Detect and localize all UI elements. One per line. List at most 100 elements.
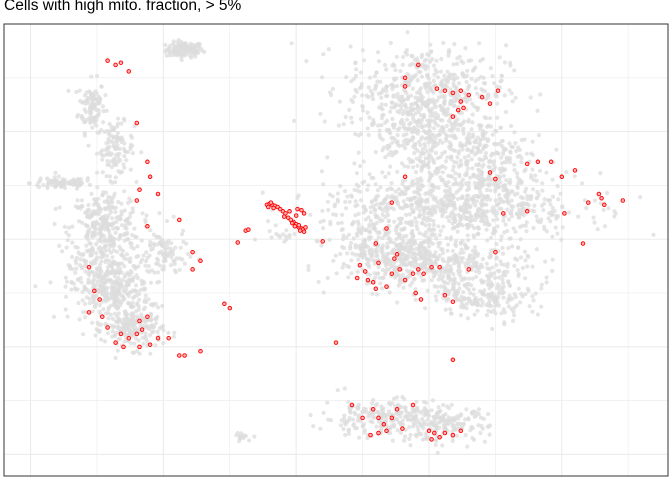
- background-cell-point: [369, 250, 375, 255]
- background-cell-point: [449, 142, 454, 147]
- background-cell-point: [531, 298, 536, 303]
- high-mito-cell-point: [402, 75, 408, 81]
- background-cell-point: [423, 63, 428, 68]
- background-cell-point: [415, 59, 421, 64]
- background-cell-point: [415, 106, 420, 112]
- background-cell-point: [383, 263, 388, 268]
- background-cell-point: [318, 219, 323, 224]
- background-cell-point: [148, 311, 153, 316]
- background-cell-point: [138, 323, 143, 329]
- high-mito-cell-point: [246, 227, 251, 232]
- background-cell-point: [484, 202, 489, 207]
- background-cell-point: [320, 75, 325, 80]
- background-cell-point: [485, 139, 490, 144]
- background-cell-point: [407, 436, 412, 442]
- background-cell-point: [273, 223, 278, 228]
- background-cell-point: [466, 58, 471, 64]
- background-cell-point: [514, 211, 519, 216]
- background-cell-point: [501, 199, 506, 204]
- background-cell-point: [99, 84, 104, 89]
- background-cell-point: [112, 311, 117, 316]
- background-cell-point: [391, 207, 396, 212]
- background-cell-point: [86, 143, 91, 148]
- background-cell-point: [153, 316, 158, 321]
- background-cell-point: [452, 42, 457, 47]
- background-cell-point: [473, 140, 479, 145]
- background-cell-point: [534, 247, 540, 252]
- background-cell-point: [86, 203, 91, 208]
- background-cell-point: [407, 262, 413, 267]
- high-mito-cell-point: [524, 209, 530, 214]
- background-cell-point: [513, 95, 518, 100]
- background-cell-point: [448, 268, 453, 273]
- background-cell-point: [366, 85, 371, 90]
- high-mito-cell-point: [397, 267, 402, 272]
- background-cell-point: [489, 309, 494, 314]
- background-cell-point: [399, 410, 404, 415]
- background-cell-point: [453, 181, 458, 186]
- high-mito-cell-point: [416, 62, 421, 68]
- background-cell-point: [87, 280, 92, 285]
- background-cell-point: [401, 234, 406, 239]
- background-cell-point: [425, 52, 430, 57]
- background-cell-point: [553, 225, 558, 230]
- background-cell-point: [424, 200, 429, 205]
- background-cell-point: [308, 412, 313, 418]
- background-cell-point: [390, 401, 395, 406]
- background-cell-point: [88, 120, 93, 125]
- background-cell-point: [33, 284, 38, 289]
- background-cell-point: [93, 304, 98, 309]
- background-cell-point: [466, 287, 471, 292]
- high-mito-cell-point: [121, 344, 126, 350]
- background-cell-point: [433, 294, 438, 299]
- background-cell-point: [481, 219, 486, 224]
- background-cell-point: [525, 253, 530, 258]
- background-cell-point: [333, 253, 338, 258]
- background-cell-point: [341, 122, 346, 127]
- background-cell-point: [441, 250, 446, 256]
- background-cell-point: [516, 181, 521, 186]
- background-cell-point: [94, 327, 99, 332]
- background-cell-point: [367, 264, 372, 269]
- background-cell-point: [161, 264, 167, 269]
- background-cell-point: [458, 412, 463, 417]
- background-cell-point: [63, 307, 68, 312]
- background-cell-point: [356, 257, 361, 262]
- background-cell-point: [348, 244, 353, 249]
- background-cell-point: [472, 152, 477, 157]
- background-cell-point: [325, 199, 330, 204]
- background-cell-point: [116, 159, 121, 164]
- background-cell-point: [477, 156, 482, 162]
- background-cell-point: [425, 89, 430, 95]
- background-cell-point: [420, 147, 425, 152]
- background-cell-point: [434, 58, 439, 63]
- background-cell-point: [407, 77, 412, 82]
- background-cell-point: [416, 69, 421, 74]
- background-cell-point: [395, 300, 400, 305]
- background-cell-point: [480, 131, 485, 136]
- background-cell-point: [468, 291, 473, 296]
- background-cell-point: [411, 234, 416, 239]
- high-mito-cell-point: [198, 258, 203, 264]
- background-cell-point: [150, 246, 155, 251]
- background-cell-point: [375, 50, 381, 55]
- background-cell-point: [484, 227, 489, 232]
- background-cell-point: [239, 433, 244, 439]
- high-mito-cell-point: [373, 241, 379, 246]
- background-cell-point: [393, 68, 398, 73]
- background-cell-point: [122, 208, 127, 213]
- high-mito-cell-point: [166, 335, 171, 341]
- background-cell-point: [105, 239, 110, 244]
- background-cell-point: [488, 66, 493, 71]
- background-cell-point: [421, 209, 426, 214]
- background-cell-point: [420, 278, 425, 283]
- background-cell-point: [499, 206, 504, 211]
- background-cell-point: [358, 198, 364, 203]
- background-cell-point: [97, 245, 102, 250]
- background-cell-point: [448, 191, 453, 196]
- background-cell-point: [392, 240, 397, 245]
- background-cell-point: [444, 288, 449, 293]
- background-cell-point: [505, 280, 511, 285]
- background-cell-point: [392, 247, 397, 252]
- high-mito-cell-point: [394, 252, 400, 257]
